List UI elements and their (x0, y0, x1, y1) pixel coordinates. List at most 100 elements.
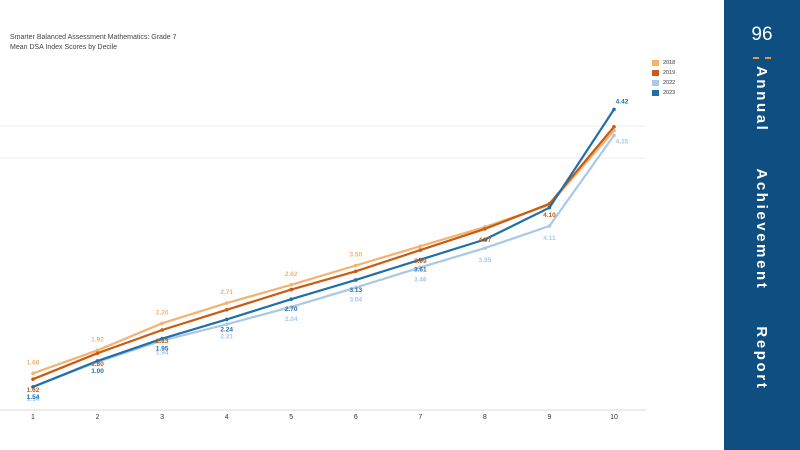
data-point-2023 (353, 278, 358, 282)
x-tick-label: 6 (354, 414, 358, 421)
data-point-2018 (31, 371, 35, 376)
report-word-achievement: Achievement (753, 168, 770, 291)
data-label: 2.71 (220, 289, 233, 296)
data-point-2023 (95, 359, 100, 363)
data-label: 1.94 (156, 350, 169, 357)
data-point-2022 (612, 133, 616, 138)
data-label: 1.62 (27, 387, 40, 394)
data-point-2023 (612, 107, 616, 112)
data-label: 1.54 (27, 394, 40, 401)
legend-label: 2023 (663, 90, 676, 96)
legend-swatch (652, 90, 659, 96)
data-point-2018 (160, 321, 164, 326)
data-point-2018 (612, 128, 616, 133)
data-point-2019 (289, 287, 294, 292)
report-title-vertical: Annual Achievement Report (753, 66, 770, 390)
legend-label: 2019 (663, 70, 676, 76)
data-label: 2.70 (285, 306, 298, 313)
data-point-2023 (289, 297, 294, 302)
data-label: 3.50 (349, 251, 362, 258)
data-point-2019 (95, 351, 100, 355)
report-word-report: Report (753, 326, 770, 391)
data-point-2023 (160, 336, 164, 341)
data-label: 4.35 (616, 138, 629, 145)
x-tick-label: 4 (225, 414, 229, 421)
data-point-2019 (418, 248, 423, 252)
x-tick-label: 7 (418, 414, 422, 421)
line-chart: 1 2 3 4 5 6 7 8 9 101.681.922.202.712.623.501.621… (0, 98, 646, 421)
page-divider (753, 57, 771, 59)
data-point-2023 (224, 317, 229, 322)
data-label: 1.54 (27, 396, 40, 403)
data-point-2019 (31, 377, 35, 381)
x-tick-label: 1 (31, 414, 35, 421)
data-point-2022 (418, 265, 423, 270)
data-label: 1.80 (91, 361, 104, 368)
x-tick-label: 9 (547, 414, 551, 421)
data-point-2023 (547, 205, 552, 210)
legend-swatch (652, 70, 659, 76)
data-point-2023 (31, 385, 35, 389)
data-label: 3.04 (349, 297, 362, 304)
page-number: 96 (751, 24, 773, 45)
data-point-2022 (289, 305, 294, 309)
data-point-2022 (224, 322, 229, 327)
x-tick-label: 8 (483, 414, 487, 421)
data-label: 2.04 (285, 316, 298, 323)
data-label: 3.95 (479, 257, 492, 264)
data-label: 4.07 (479, 237, 492, 244)
data-label: 1.00 (91, 368, 104, 375)
data-point-2022 (547, 224, 552, 228)
data-point-2018 (95, 348, 100, 353)
x-tick-label: 2 (96, 414, 100, 421)
data-point-2023 (483, 237, 487, 242)
data-label: 2.20 (156, 309, 169, 316)
legend-item-2019: 2019 (652, 68, 675, 78)
data-label: 4.10 (543, 212, 556, 219)
report-sidebar: 96 Annual Achievement Report (724, 0, 800, 450)
data-point-2019 (483, 227, 487, 231)
data-label: 2.24 (220, 326, 233, 333)
series-line-2023 (32, 108, 615, 388)
series-line-2018 (32, 129, 615, 375)
x-tick-label: 5 (289, 414, 293, 421)
data-label: 2.13 (156, 338, 169, 345)
series-line-2022 (32, 134, 615, 388)
data-point-2022 (483, 246, 487, 250)
data-label: 1.92 (91, 336, 104, 343)
legend-swatch (652, 80, 659, 86)
data-point-2023 (418, 257, 423, 262)
report-word-annual: Annual (753, 66, 770, 133)
data-point-2019 (612, 124, 616, 129)
data-point-2022 (353, 285, 358, 290)
data-point-2018 (353, 263, 358, 268)
data-point-2018 (289, 282, 294, 287)
data-label: 1.68 (27, 359, 40, 366)
chart-legend: 2018 2019 2022 2023 (652, 58, 675, 98)
legend-item-2023: 2023 (652, 88, 675, 98)
data-label: 3.13 (349, 287, 362, 294)
legend-swatch (652, 60, 659, 66)
data-label: 3.46 (414, 276, 427, 283)
data-label: 3.61 (414, 267, 427, 274)
data-label: 4.42 (616, 98, 629, 105)
data-point-2019 (224, 308, 229, 312)
data-label: 3.09 (414, 258, 427, 265)
data-label: 2.62 (285, 271, 298, 278)
data-label: 1.95 (156, 346, 169, 353)
data-label: 4.11 (543, 235, 556, 242)
legend-label: 2022 (663, 80, 676, 86)
legend-item-2022: 2022 (652, 78, 675, 88)
data-label: 2.31 (220, 333, 233, 340)
chart-title: Smarter Balanced Assessment Mathematics:… (10, 34, 177, 41)
data-point-2019 (353, 269, 358, 274)
data-point-2018 (418, 244, 423, 249)
data-point-2018 (224, 301, 229, 305)
data-point-2019 (160, 328, 164, 332)
x-tick-label: 10 (610, 414, 618, 421)
series-line-2019 (32, 126, 615, 381)
x-tick-label: 3 (160, 414, 164, 421)
legend-label: 2018 (663, 60, 676, 66)
legend-item-2018: 2018 (652, 58, 675, 68)
chart-subtitle: Mean DSA Index Scores by Decile (10, 44, 117, 51)
